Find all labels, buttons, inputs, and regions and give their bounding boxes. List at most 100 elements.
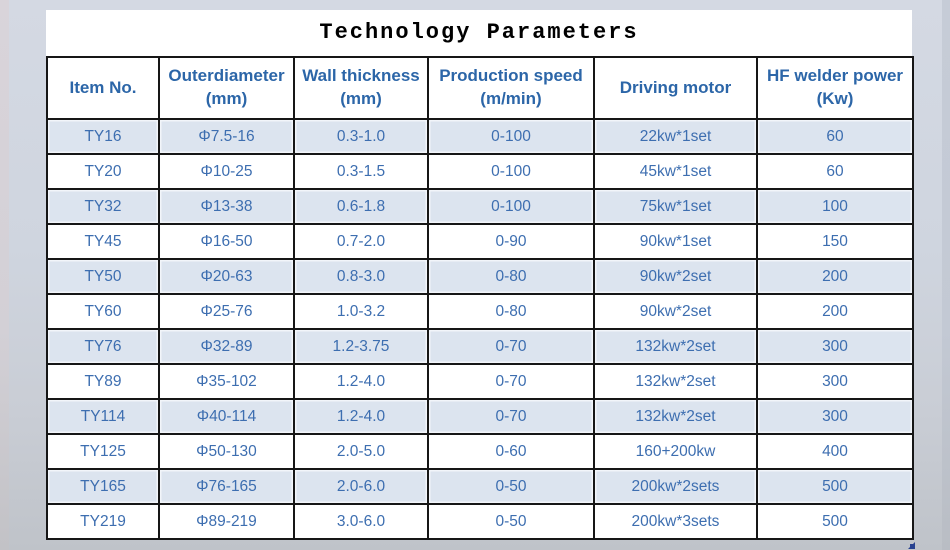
table-cell: 75kw*1set: [593, 188, 758, 225]
table-cell: 0-100: [427, 153, 595, 190]
table-row: TY45 Φ16-50 0.7-2.0 0-90 90kw*1set 150: [46, 223, 914, 260]
table-cell: 200: [756, 258, 914, 295]
table-cell: Φ25-76: [158, 293, 295, 330]
table-cell: Φ32-89: [158, 328, 295, 365]
table-cell: 132kw*2set: [593, 398, 758, 435]
table-row: TY60 Φ25-76 1.0-3.2 0-80 90kw*2set 200: [46, 293, 914, 330]
table-cell: 2.0-6.0: [293, 468, 429, 505]
table-cell: Φ50-130: [158, 433, 295, 470]
table-cell: 0-80: [427, 258, 595, 295]
table-row: TY20 Φ10-25 0.3-1.5 0-100 45kw*1set 60: [46, 153, 914, 190]
parameters-sheet: Technology Parameters Item No. Outerdiame…: [46, 10, 915, 549]
header-row: Item No. Outerdiameter (mm) Wall thickness…: [46, 56, 914, 120]
table-cell: 0-70: [427, 363, 595, 400]
table-cell: TY45: [46, 223, 160, 260]
table-cell: TY114: [46, 398, 160, 435]
table-cell: 0.3-1.0: [293, 118, 429, 155]
table-row: TY125 Φ50-130 2.0-5.0 0-60 160+200kw 400: [46, 433, 914, 470]
technology-parameters-table: Item No. Outerdiameter (mm) Wall thickness…: [46, 56, 914, 540]
table-cell: Φ76-165: [158, 468, 295, 505]
table-cell: 0.3-1.5: [293, 153, 429, 190]
table-cell: TY219: [46, 503, 160, 540]
table-body: TY16 Φ7.5-16 0.3-1.0 0-100 22kw*1set 60 TY20 Φ1…: [46, 118, 914, 540]
table-cell: Φ7.5-16: [158, 118, 295, 155]
table-cell: TY20: [46, 153, 160, 190]
table-row: TY16 Φ7.5-16 0.3-1.0 0-100 22kw*1set 60: [46, 118, 914, 155]
column-header: Wall thickness (mm): [293, 56, 429, 120]
table-cell: 100: [756, 188, 914, 225]
table-cell: 132kw*2set: [593, 363, 758, 400]
table-cell: 160+200kw: [593, 433, 758, 470]
table-cell: 500: [756, 503, 914, 540]
table-cell: 1.2-4.0: [293, 363, 429, 400]
table-cell: 132kw*2set: [593, 328, 758, 365]
table-cell: 0-100: [427, 188, 595, 225]
table-cell: 0-70: [427, 398, 595, 435]
table-cell: 1.0-3.2: [293, 293, 429, 330]
table-cell: 0.6-1.8: [293, 188, 429, 225]
table-cell: 60: [756, 153, 914, 190]
table-cell: 60: [756, 118, 914, 155]
table-cell: 300: [756, 363, 914, 400]
column-header: Driving motor: [593, 56, 758, 120]
table-cell: 0-90: [427, 223, 595, 260]
right-edge-strip: [942, 0, 950, 550]
table-cell: TY32: [46, 188, 160, 225]
table-cell: 1.2-3.75: [293, 328, 429, 365]
table-row: TY114 Φ40-114 1.2-4.0 0-70 132kw*2set 300: [46, 398, 914, 435]
table-cell: 400: [756, 433, 914, 470]
table-cell: TY60: [46, 293, 160, 330]
table-cell: Φ20-63: [158, 258, 295, 295]
column-header: HF welder power (Kw): [756, 56, 914, 120]
table-cell: 0.7-2.0: [293, 223, 429, 260]
fill-handle: [908, 536, 915, 549]
table-cell: 90kw*2set: [593, 293, 758, 330]
table-cell: 200kw*3sets: [593, 503, 758, 540]
table-cell: Φ16-50: [158, 223, 295, 260]
table-cell: 300: [756, 328, 914, 365]
table-cell: TY165: [46, 468, 160, 505]
table-title: Technology Parameters: [46, 10, 912, 56]
table-cell: 300: [756, 398, 914, 435]
table-cell: 0-50: [427, 503, 595, 540]
table-cell: TY16: [46, 118, 160, 155]
table-cell: 45kw*1set: [593, 153, 758, 190]
table-cell: Φ35-102: [158, 363, 295, 400]
table-cell: 0-70: [427, 328, 595, 365]
table-cell: 1.2-4.0: [293, 398, 429, 435]
table-header: Item No. Outerdiameter (mm) Wall thickness…: [46, 56, 914, 120]
table-cell: TY76: [46, 328, 160, 365]
table-cell: 150: [756, 223, 914, 260]
table-cell: 200: [756, 293, 914, 330]
table-cell: 90kw*2set: [593, 258, 758, 295]
table-cell: 3.0-6.0: [293, 503, 429, 540]
table-row: TY76 Φ32-89 1.2-3.75 0-70 132kw*2set 300: [46, 328, 914, 365]
table-row: TY89 Φ35-102 1.2-4.0 0-70 132kw*2set 300: [46, 363, 914, 400]
table-cell: 0-50: [427, 468, 595, 505]
table-cell: TY89: [46, 363, 160, 400]
table-cell: 0-80: [427, 293, 595, 330]
table-cell: 200kw*2sets: [593, 468, 758, 505]
table-cell: Φ40-114: [158, 398, 295, 435]
table-cell: 0-60: [427, 433, 595, 470]
table-cell: 22kw*1set: [593, 118, 758, 155]
table-cell: TY125: [46, 433, 160, 470]
table-row: TY32 Φ13-38 0.6-1.8 0-100 75kw*1set 100: [46, 188, 914, 225]
table-cell: 0.8-3.0: [293, 258, 429, 295]
left-edge-strip: [0, 0, 9, 550]
table-cell: Φ13-38: [158, 188, 295, 225]
table-row: TY165 Φ76-165 2.0-6.0 0-50 200kw*2sets 500: [46, 468, 914, 505]
table-row: TY219 Φ89-219 3.0-6.0 0-50 200kw*3sets 500: [46, 503, 914, 540]
column-header: Outerdiameter (mm): [158, 56, 295, 120]
table-cell: 90kw*1set: [593, 223, 758, 260]
table-cell: 2.0-5.0: [293, 433, 429, 470]
table-cell: TY50: [46, 258, 160, 295]
column-header: Item No.: [46, 56, 160, 120]
table-cell: 500: [756, 468, 914, 505]
table-cell: Φ89-219: [158, 503, 295, 540]
column-header: Production speed (m/min): [427, 56, 595, 120]
table-row: TY50 Φ20-63 0.8-3.0 0-80 90kw*2set 200: [46, 258, 914, 295]
table-cell: Φ10-25: [158, 153, 295, 190]
table-cell: 0-100: [427, 118, 595, 155]
